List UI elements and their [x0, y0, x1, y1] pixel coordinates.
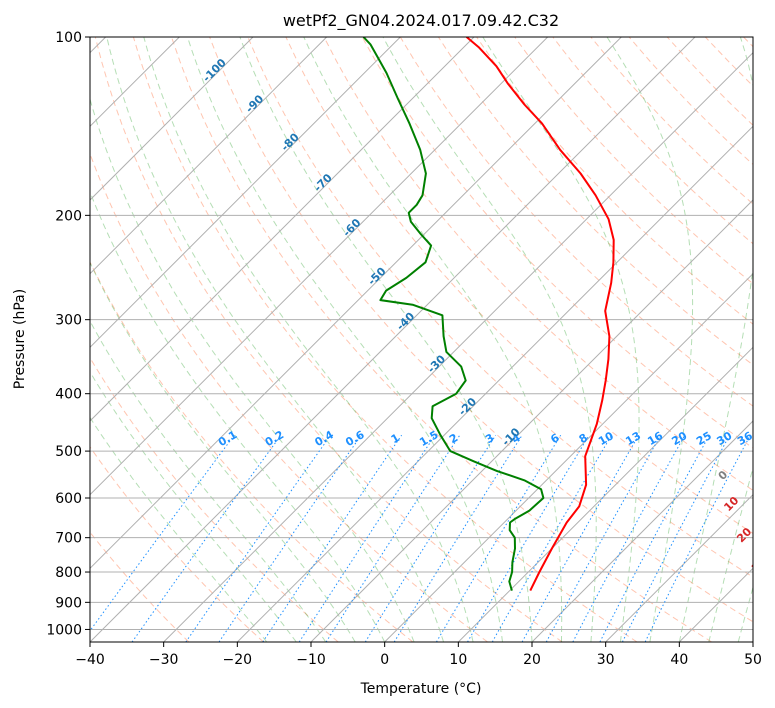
y-tick-label: 400	[55, 387, 82, 403]
x-tick-label: −10	[296, 652, 326, 668]
dry-adiabat-line	[90, 356, 339, 642]
mixing-ratio-line	[545, 434, 662, 642]
moist-adiabat-line	[482, 37, 640, 642]
mixing-ratio-line	[393, 434, 523, 642]
dry-adiabat-line	[90, 260, 414, 642]
isotherm-line	[384, 272, 753, 642]
moist-adiabat-line	[239, 37, 533, 642]
mixing-ratio-line	[572, 434, 686, 642]
x-tick-label: 10	[449, 652, 467, 668]
plot-frame	[89, 36, 754, 643]
moist-adiabat-line	[90, 190, 386, 642]
y-axis-label: Pressure (hPa)	[12, 289, 28, 389]
x-tick-label: 20	[523, 652, 541, 668]
x-tick-label: −20	[223, 652, 253, 668]
dry-adiabat-line	[514, 37, 753, 285]
isotherm-line	[531, 420, 753, 642]
moist-adiabat-line	[708, 465, 753, 642]
mixing-ratio-line	[90, 434, 235, 632]
moist-adiabat-line	[606, 37, 694, 642]
y-tick-label: 900	[55, 595, 82, 611]
y-tick-label: 800	[55, 565, 82, 581]
mixing-ratio-line	[218, 434, 362, 642]
moist-adiabat-line	[90, 416, 268, 642]
dry-adiabat-line	[209, 37, 753, 623]
mixing-ratio-label: 36	[735, 429, 755, 448]
x-tick-label: 0	[380, 652, 389, 668]
mixing-ratio-line	[521, 434, 640, 642]
moist-adiabat-line	[382, 37, 597, 642]
mixing-ratio-line	[644, 434, 751, 642]
moist-adiabat-line	[303, 37, 563, 642]
chart-title: wetPf2_GN04.2024.017.09.42.C32	[283, 11, 559, 31]
moist-adiabat-line	[90, 320, 327, 642]
mixing-ratio-line	[491, 434, 613, 642]
y-tick-label: 700	[55, 531, 82, 547]
moist-adiabat-line	[106, 37, 445, 642]
dry-adiabat-line	[285, 37, 753, 535]
moist-adiabat-line	[90, 261, 356, 642]
mixing-ratio-line	[364, 434, 497, 642]
mixing-ratio-line	[325, 434, 461, 642]
dry-adiabats	[90, 37, 753, 642]
isotherm-line	[90, 37, 475, 422]
isotherm-line	[605, 493, 753, 642]
x-axis-label: Temperature (°C)	[360, 681, 482, 697]
y-tick-label: 200	[55, 208, 82, 224]
moist-adiabat-line	[143, 37, 474, 642]
x-tick-label: −30	[149, 652, 179, 668]
isotherm-line	[90, 37, 622, 570]
mixing-ratio-line	[621, 434, 731, 642]
moist-adiabat-line	[678, 37, 753, 642]
isotherm-line	[310, 199, 753, 642]
moist-adiabat-line	[187, 37, 503, 642]
y-tick-label: 100	[55, 30, 82, 46]
x-tick-label: −40	[75, 652, 105, 668]
dry-adiabat-line	[476, 37, 753, 325]
y-tick-label: 500	[55, 444, 82, 460]
dewpoint-profile-line	[362, 37, 545, 591]
isotherm-line	[236, 125, 753, 642]
isotherm-gridlines	[90, 37, 753, 642]
y-axis-ticks: 1000 900 800 700 600 500 400 300 200 100	[46, 30, 90, 638]
moist-adiabat-label: 30	[749, 554, 769, 574]
isotherm-line	[90, 37, 401, 349]
y-tick-label: 300	[55, 313, 82, 329]
y-tick-label: 600	[55, 491, 82, 507]
isotherm-line	[90, 37, 549, 496]
isobar-gridlines	[90, 37, 753, 630]
isotherm-line	[90, 37, 254, 201]
dry-adiabat-line	[132, 37, 638, 642]
dry-adiabat-line	[323, 37, 753, 491]
moist-adiabat-line	[737, 585, 753, 642]
isotherm-line	[163, 51, 753, 642]
x-tick-label: 40	[670, 652, 688, 668]
moist-adiabat-label: 20	[734, 525, 754, 545]
isotherm-line	[90, 37, 328, 275]
series-layer	[362, 37, 615, 592]
mixing-ratio-line	[185, 434, 332, 642]
mixing-ratio-line	[467, 434, 590, 642]
dry-adiabat-line	[94, 37, 563, 642]
dry-adiabat-line	[90, 446, 264, 642]
x-tick-label: 50	[744, 652, 762, 668]
isotherm-line	[90, 37, 696, 642]
isotherm-line	[457, 346, 753, 642]
x-tick-label: 30	[597, 652, 615, 668]
temperature-profile-line	[465, 37, 615, 592]
x-axis-ticks: −40 −30 −20 −10 0 10 20 30 40 50	[75, 642, 762, 668]
moist-adiabat-line	[90, 370, 297, 642]
dry-adiabat-line	[247, 37, 753, 578]
y-tick-label: 1000	[46, 622, 82, 638]
dry-adiabat-line	[171, 37, 712, 642]
moist-adiabats	[90, 37, 753, 642]
